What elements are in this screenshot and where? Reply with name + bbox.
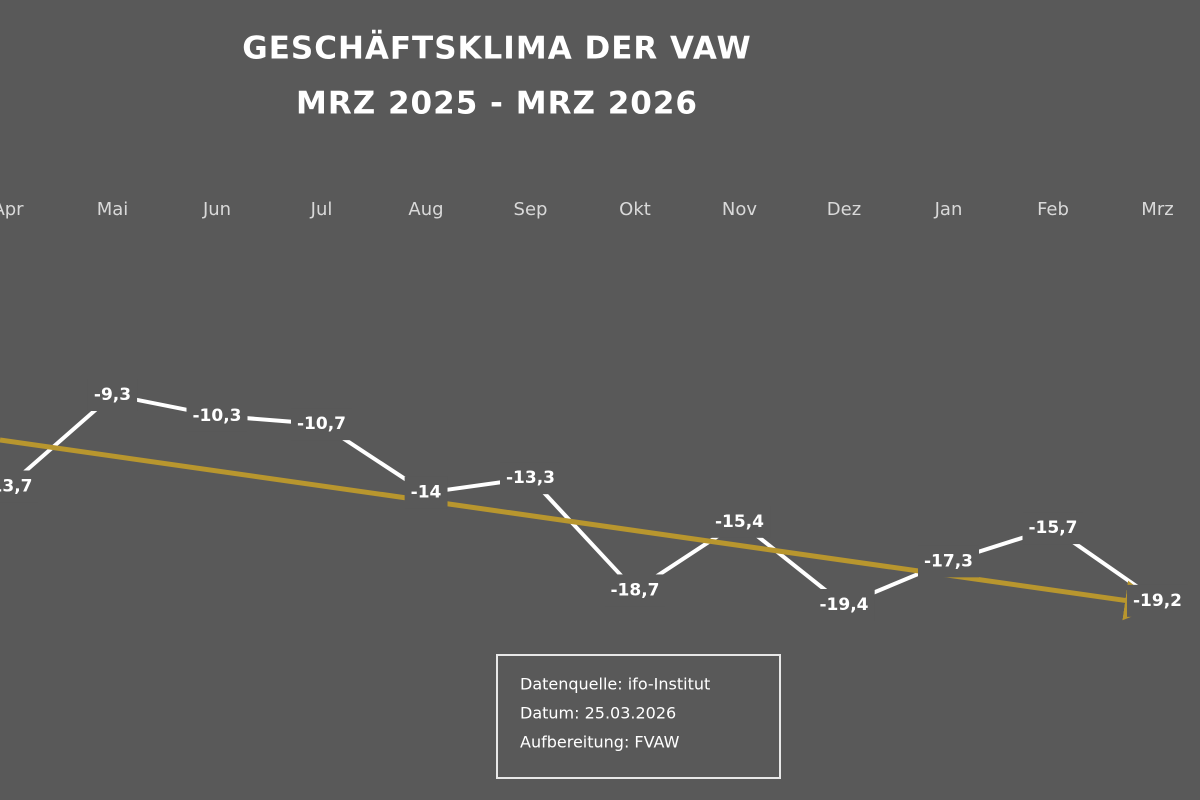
label-background <box>186 399 248 432</box>
label-layer: -13,7 -9,3 -10,3 -10,7 -14 -13,3 -18,7 -15,4 -19… <box>0 379 1188 621</box>
data-label: -18,7 <box>611 580 660 600</box>
label-background <box>0 470 39 503</box>
data-label: -10,7 <box>297 414 346 434</box>
x-tick-label: Mrz <box>1141 199 1173 220</box>
label-background <box>291 408 352 441</box>
x-tick-label: Okt <box>619 199 651 220</box>
x-tick-label: Mai <box>97 199 129 220</box>
data-label: -13,7 <box>0 476 33 496</box>
data-label: -19,4 <box>820 595 869 615</box>
label-background <box>87 379 138 411</box>
source-line: Datum: 25.03.2026 <box>520 704 676 723</box>
x-tick-label: Sep <box>514 199 548 220</box>
x-tick-label: Feb <box>1037 199 1069 220</box>
x-tick-label: Dez <box>827 199 861 220</box>
source-box <box>496 654 781 779</box>
label-background <box>813 589 875 621</box>
data-label: -13,3 <box>506 468 555 488</box>
chart-subtitle: MRZ 2025 - MRZ 2026 <box>296 86 698 122</box>
data-label: -9,3 <box>94 385 131 405</box>
label-background <box>404 476 448 509</box>
label-background <box>918 545 979 578</box>
data-label: -15,4 <box>715 512 764 532</box>
chart-title: GESCHÄFTSKLIMA DER VAW <box>242 31 751 67</box>
x-tick-label: Jun <box>202 199 231 220</box>
data-label: -19,2 <box>1133 591 1182 611</box>
label-background <box>604 574 666 607</box>
x-tick-label: Aug <box>408 199 443 220</box>
x-tick-label: Apr <box>0 199 24 220</box>
data-label: -15,7 <box>1029 518 1078 538</box>
data-label: -17,3 <box>924 551 973 571</box>
source-line: Datenquelle: ifo-Institut <box>520 675 710 694</box>
x-tick-label: Jan <box>934 199 963 220</box>
x-tick-label: Jul <box>310 199 333 220</box>
data-label: -10,3 <box>193 406 242 426</box>
data-label: -14 <box>411 483 442 503</box>
label-background <box>1127 584 1188 617</box>
source-line: Aufbereitung: FVAW <box>520 733 680 752</box>
label-background <box>500 462 561 495</box>
label-background <box>1022 512 1084 545</box>
x-tick-label: Nov <box>722 199 757 220</box>
label-background <box>709 505 771 538</box>
